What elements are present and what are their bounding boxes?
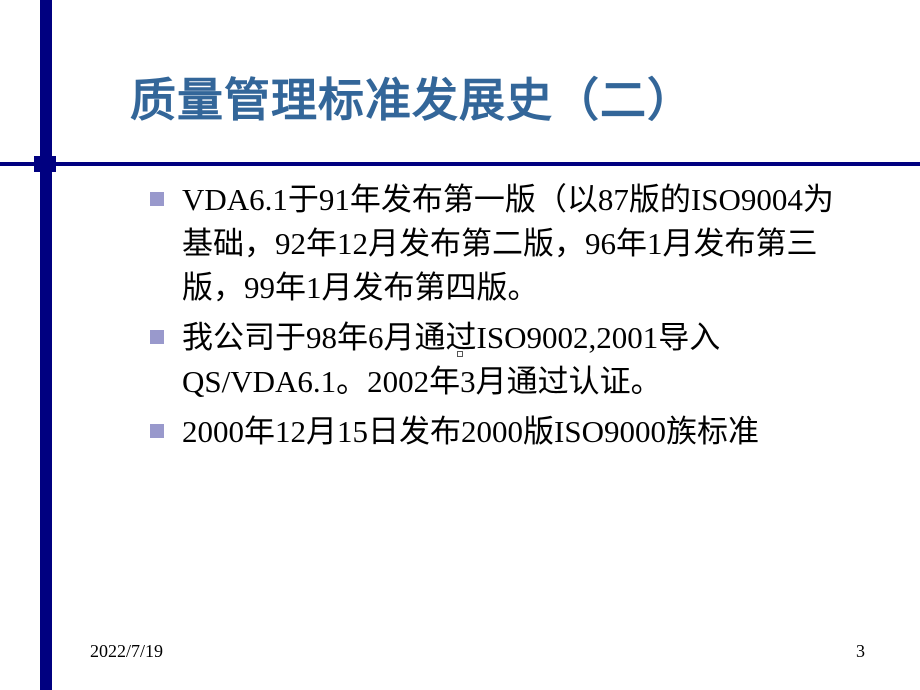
bullet-text: 我公司于98年6月通过ISO9002,2001导入QS/VDA6.1。2002年… [182, 316, 850, 404]
accent-horizontal-bar [0, 162, 920, 166]
slide-title: 质量管理标准发展史（二） [130, 75, 870, 128]
footer-date: 2022/7/19 [90, 641, 163, 662]
center-marker-icon [452, 346, 468, 362]
accent-square [34, 156, 56, 172]
list-item: 2000年12月15日发布2000版ISO9000族标准 [150, 410, 850, 454]
bullet-marker-icon [150, 424, 164, 438]
list-item: VDA6.1于91年发布第一版（以87版的ISO9004为基础，92年12月发布… [150, 178, 850, 310]
bullet-text: 2000年12月15日发布2000版ISO9000族标准 [182, 410, 850, 454]
title-area: 质量管理标准发展史（二） [130, 75, 870, 128]
bullet-marker-icon [150, 192, 164, 206]
list-item: 我公司于98年6月通过ISO9002,2001导入QS/VDA6.1。2002年… [150, 316, 850, 404]
body-area: VDA6.1于91年发布第一版（以87版的ISO9004为基础，92年12月发布… [150, 178, 850, 454]
accent-vertical-bar [40, 0, 52, 690]
bullet-text: VDA6.1于91年发布第一版（以87版的ISO9004为基础，92年12月发布… [182, 178, 850, 310]
bullet-marker-icon [150, 330, 164, 344]
slide: 质量管理标准发展史（二） VDA6.1于91年发布第一版（以87版的ISO900… [0, 0, 920, 690]
footer-page-number: 3 [856, 641, 865, 662]
